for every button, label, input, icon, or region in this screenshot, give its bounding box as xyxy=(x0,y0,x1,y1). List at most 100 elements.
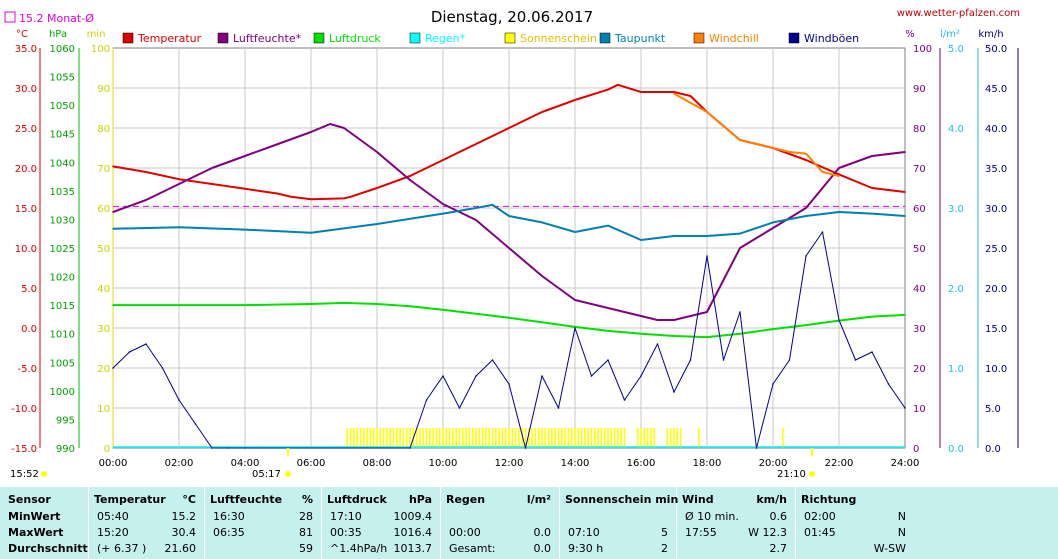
stats-cell-value: N xyxy=(897,526,906,539)
stats-cell-value: 1009.4 xyxy=(393,510,433,523)
data-point xyxy=(425,399,428,401)
wind-tick-label: 0.0 xyxy=(985,444,1001,455)
data-point xyxy=(211,167,213,169)
data-point xyxy=(673,91,675,93)
stats-cell-time: (+ 6.37 ) xyxy=(97,542,147,555)
wind-tick-label: 10.0 xyxy=(985,364,1007,375)
data-point xyxy=(211,183,213,185)
wind-tick-label: 25.0 xyxy=(985,244,1007,255)
stats-cell-value: N xyxy=(897,510,906,523)
temp-tick-label: -5.0 xyxy=(17,364,37,375)
sunrise-icon xyxy=(285,471,291,477)
percent-tick-label: 60 xyxy=(913,204,926,215)
data-point xyxy=(821,231,824,233)
data-point xyxy=(475,219,477,221)
stats-cell-value: 59 xyxy=(299,542,313,555)
stats-column-divider xyxy=(795,487,796,559)
data-point xyxy=(178,226,180,228)
stats-cell-value: 0.0 xyxy=(533,526,552,539)
data-point xyxy=(887,383,890,385)
percent-unit: % xyxy=(905,29,915,40)
minutes-tick-label: 10 xyxy=(97,404,110,415)
legend: Temperatur Luftfeuchte* Luftdruck Regen* Son… xyxy=(122,32,859,45)
time-tick-label: 00:00 xyxy=(99,458,128,469)
stats-row-label: Durchschnitt xyxy=(8,542,88,555)
data-point xyxy=(574,99,576,101)
stats-header-sensor: Sensor xyxy=(8,493,51,506)
minutes-tick-label: 20 xyxy=(97,364,110,375)
data-point xyxy=(805,255,807,257)
stats-cell-time: 00:35 xyxy=(330,526,362,539)
stats-cell-time: 9:30 h xyxy=(568,542,604,555)
data-point xyxy=(673,391,675,393)
data-point xyxy=(739,232,741,235)
minutes-tick-label: 80 xyxy=(97,124,110,135)
stats-header-unit: l/m² xyxy=(526,493,551,506)
data-point xyxy=(178,178,180,180)
stats-column-divider xyxy=(676,487,677,559)
data-point xyxy=(706,255,708,257)
stats-header-pres: Luftdruck xyxy=(327,493,387,506)
data-point xyxy=(508,383,510,385)
time-tick-label: 04:00 xyxy=(231,458,260,469)
data-point xyxy=(376,187,378,189)
legend-swatch xyxy=(599,32,611,44)
stats-header-wind: Wind xyxy=(682,493,714,506)
stats-cell-value: 2.7 xyxy=(769,542,788,555)
data-point xyxy=(722,359,725,361)
data-point xyxy=(590,375,593,377)
stats-cell-time: 01:45 xyxy=(804,526,836,539)
pressure-tick-label: 990 xyxy=(56,444,75,455)
data-point xyxy=(541,275,543,277)
moon-icon xyxy=(41,471,47,477)
data-point xyxy=(442,375,444,377)
legend-label: Regen* xyxy=(425,32,466,45)
stats-cell-value: 28 xyxy=(299,510,313,523)
rain-tick-label: 5.0 xyxy=(948,44,964,55)
legend-swatch xyxy=(788,32,800,44)
data-point xyxy=(739,247,741,249)
pressure-tick-label: 1025 xyxy=(50,244,75,255)
data-point xyxy=(805,324,807,326)
stats-cell-value: 21.60 xyxy=(164,542,197,555)
percent-tick-label: 20 xyxy=(913,364,926,375)
data-point xyxy=(227,447,230,449)
data-point xyxy=(805,215,807,217)
data-point xyxy=(607,330,609,332)
time-tick-label: 08:00 xyxy=(363,458,392,469)
data-point xyxy=(277,192,279,195)
stats-column-divider xyxy=(440,487,441,559)
series-line-5 xyxy=(112,231,906,449)
stats-cell-time: Ø 10 min. xyxy=(685,510,739,523)
minutes-tick-label: 30 xyxy=(97,324,110,335)
data-point xyxy=(145,343,147,345)
data-point xyxy=(376,303,378,305)
stats-cell-time: 16:30 xyxy=(213,510,245,523)
wind-tick-label: 5.0 xyxy=(985,404,1001,415)
temp-tick-label: 25.0 xyxy=(15,124,37,135)
data-point xyxy=(145,171,147,173)
data-point xyxy=(607,88,609,91)
data-point xyxy=(640,91,642,93)
data-point xyxy=(458,407,461,409)
data-point xyxy=(904,151,906,153)
legend-swatch xyxy=(313,32,325,44)
data-point xyxy=(706,111,708,113)
time-tick-label: 14:00 xyxy=(561,458,590,469)
data-point xyxy=(508,316,510,319)
data-point xyxy=(409,179,411,181)
time-markers: 15:52 05:17 21:10 xyxy=(10,448,815,480)
data-point xyxy=(194,423,197,425)
temp-tick-label: 5.0 xyxy=(21,284,37,295)
temp-tick-label: 35.0 xyxy=(15,44,37,55)
stats-cell-time: 07:10 xyxy=(568,526,600,539)
pressure-tick-label: 1000 xyxy=(50,387,75,398)
percent-tick-label: 30 xyxy=(913,324,926,335)
data-point xyxy=(838,175,840,177)
data-point xyxy=(838,319,840,321)
data-point xyxy=(706,311,708,313)
website-link[interactable]: www.wetter-pfalzen.com xyxy=(897,8,1020,19)
rain-tick-label: 0.0 xyxy=(948,444,964,455)
rain-tick-label: 2.0 xyxy=(948,284,964,295)
stats-header-temp: Temperatur xyxy=(94,493,166,506)
